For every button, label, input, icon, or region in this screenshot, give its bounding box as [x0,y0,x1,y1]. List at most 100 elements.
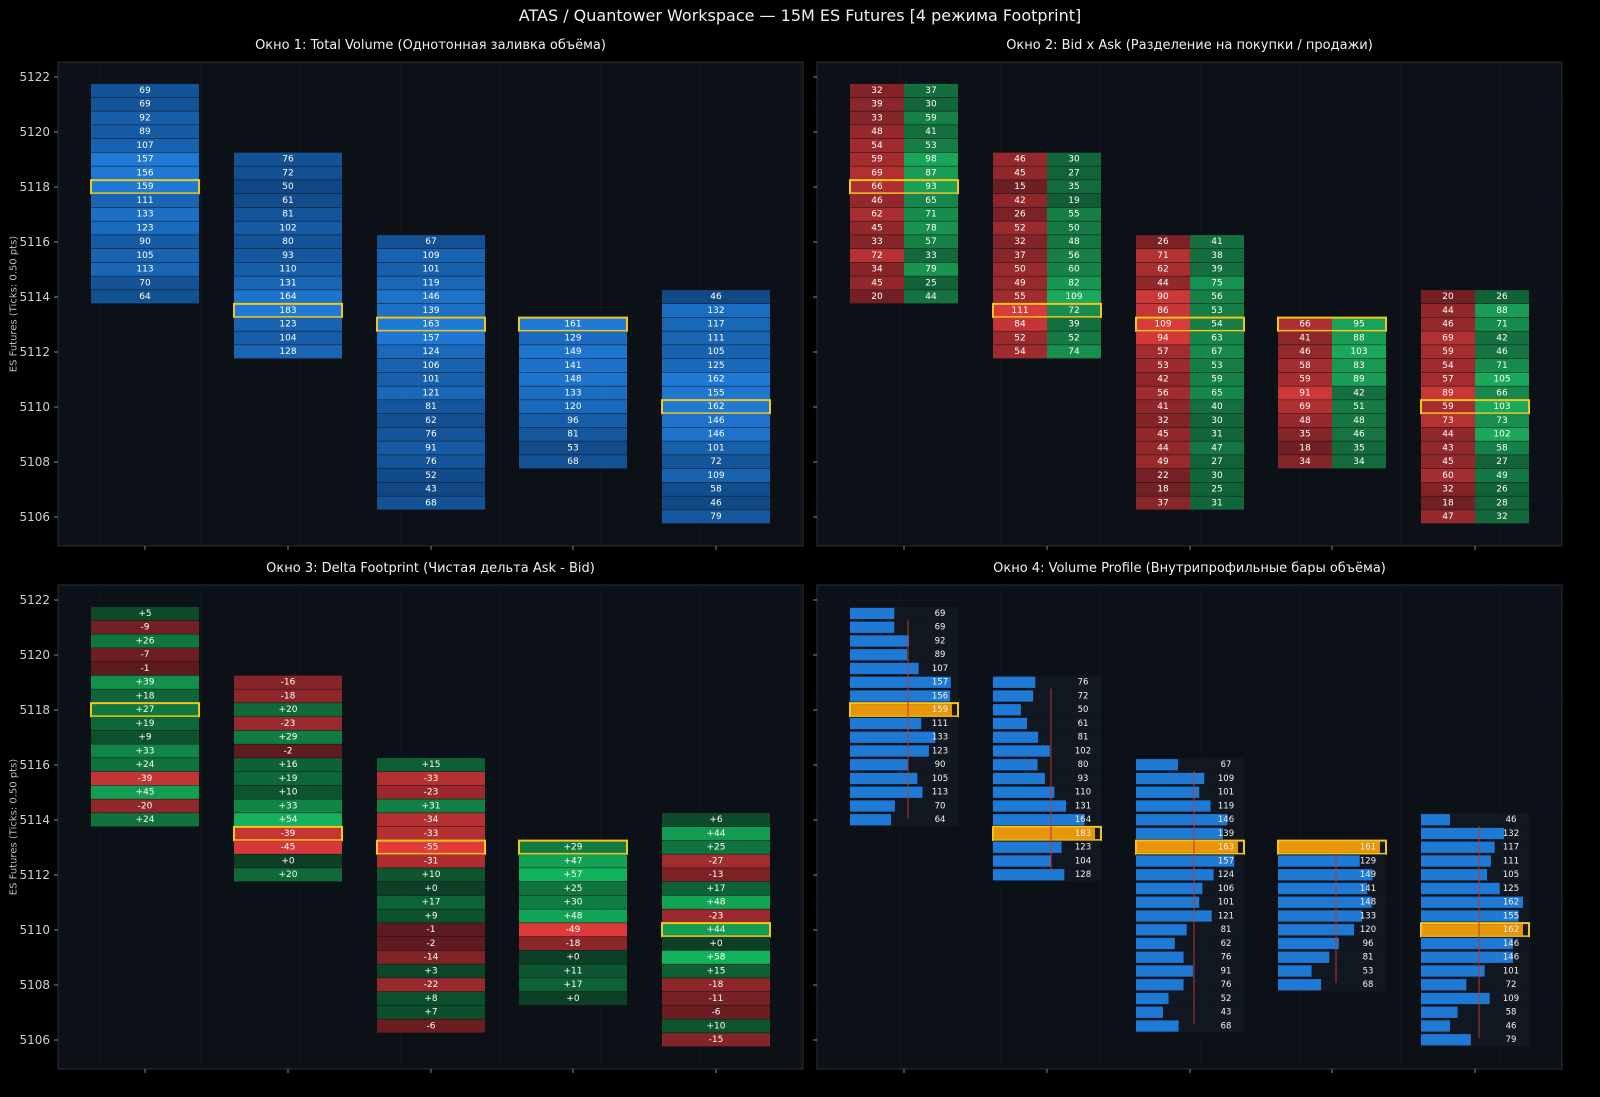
ask-cell [1475,413,1529,428]
candle-2: 76 72 50 61 81 102 80 93 110 131 164 183 123 104 128 [992,675,1102,882]
ask-label: 71 [925,210,936,220]
volume-cell [662,386,770,400]
bid-label: 54 [1014,347,1026,357]
volume-cell [377,290,485,304]
bid-label: 32 [1014,237,1025,247]
bid-cell [993,290,1047,304]
volume-cell [377,276,485,290]
delta-cell [234,758,342,772]
volume-cell [91,276,199,290]
bid-cell [850,248,904,263]
ask-label: 53 [1211,306,1222,316]
y-tick-label: 5112 [19,345,50,359]
profile-bar [1278,979,1322,991]
ask-label: 30 [1211,416,1223,426]
profile-bar [1136,869,1214,881]
profile-label: 101 [1503,966,1519,976]
volume-label: 101 [707,443,724,453]
profile-bar [1278,855,1360,867]
profile-label: 46 [1506,815,1517,825]
profile-label: 96 [1363,939,1374,949]
delta-cell [234,868,342,882]
profile-bar [993,690,1034,702]
candle-2: 76 72 50 61 81 102 80 93 110 131 164 183 123 104 128 [233,152,343,359]
y-tick-label: 5122 [19,70,50,84]
profile-bar [1421,910,1519,922]
bid-label: 18 [1442,498,1454,508]
ask-cell [1332,386,1386,400]
bid-cell [993,248,1047,263]
volume-cell [91,138,199,153]
profile-row-bg [1136,1005,1244,1019]
delta-cell [662,881,770,896]
volume-label: 72 [710,457,721,467]
bid-label: 32 [871,86,882,96]
profile-label: 146 [1218,815,1234,825]
volume-label: 89 [139,127,151,137]
profile-label: 105 [1503,870,1519,880]
ask-cell [1047,166,1101,180]
ask-cell [904,193,958,208]
volume-label: 76 [282,155,294,165]
bid-cell [1421,303,1475,318]
poc-highlight [233,302,343,319]
volume-cell [91,180,199,194]
profile-label: 72 [1506,980,1517,990]
profile-bar [993,759,1038,771]
delta-label: -11 [709,994,724,1004]
profile-bar [1421,1034,1471,1046]
profile-bar [993,827,1095,840]
delta-cell [91,730,199,744]
volume-cell [519,386,627,400]
volume-label: 92 [139,113,150,123]
delta-label: +10 [422,870,441,880]
profile-bar [1278,951,1330,963]
poc-highlight [1420,922,1530,938]
profile-label: 109 [1218,774,1234,784]
profile-bar [1421,937,1513,950]
volume-cell [234,290,342,304]
ask-label: 73 [1496,416,1507,426]
poc-highlight [90,179,200,195]
y-tick-label: 5112 [19,868,50,882]
ask-cell [1332,317,1386,331]
candle-4: 66 95 41 88 46 103 58 83 59 89 91 42 69 51 48 48 35 46 18 3… [1277,316,1387,469]
volume-cell [91,166,199,180]
volume-label: 72 [282,168,293,178]
bid-label: 18 [1299,443,1311,453]
profile-label: 113 [932,788,948,798]
volume-label: 131 [279,278,296,288]
bid-cell [1421,468,1475,483]
profile-bar [1421,896,1523,908]
profile-bar [850,745,929,757]
ask-label: 56 [1068,251,1080,261]
delta-cell [91,648,199,662]
ask-cell [904,97,958,111]
bid-cell [1136,482,1190,496]
ask-label: 27 [1068,168,1079,178]
delta-label: +15 [422,760,441,770]
y-tick-label: 5118 [19,180,50,194]
profile-bar [1278,882,1368,895]
profile-bar [1136,772,1205,785]
bid-label: 66 [871,182,883,192]
profile-label: 162 [1503,898,1519,908]
profile-bar [1421,1006,1458,1018]
profile-bar [993,731,1039,743]
bid-cell [1421,413,1475,428]
profile-label: 146 [1503,953,1519,963]
volume-cell [662,303,770,318]
volume-cell [234,331,342,345]
volume-cell [519,372,627,386]
bid-label: 73 [1442,416,1453,426]
bid-label: 59 [1442,347,1454,357]
delta-cell [91,785,199,799]
delta-label: -14 [424,953,439,963]
ask-cell [1190,496,1244,510]
profile-bar [850,635,910,647]
bid-label: 41 [1299,333,1310,343]
delta-cell [234,799,342,813]
delta-label: +9 [424,911,438,921]
delta-label: -20 [138,801,153,811]
ask-cell [1190,317,1244,331]
